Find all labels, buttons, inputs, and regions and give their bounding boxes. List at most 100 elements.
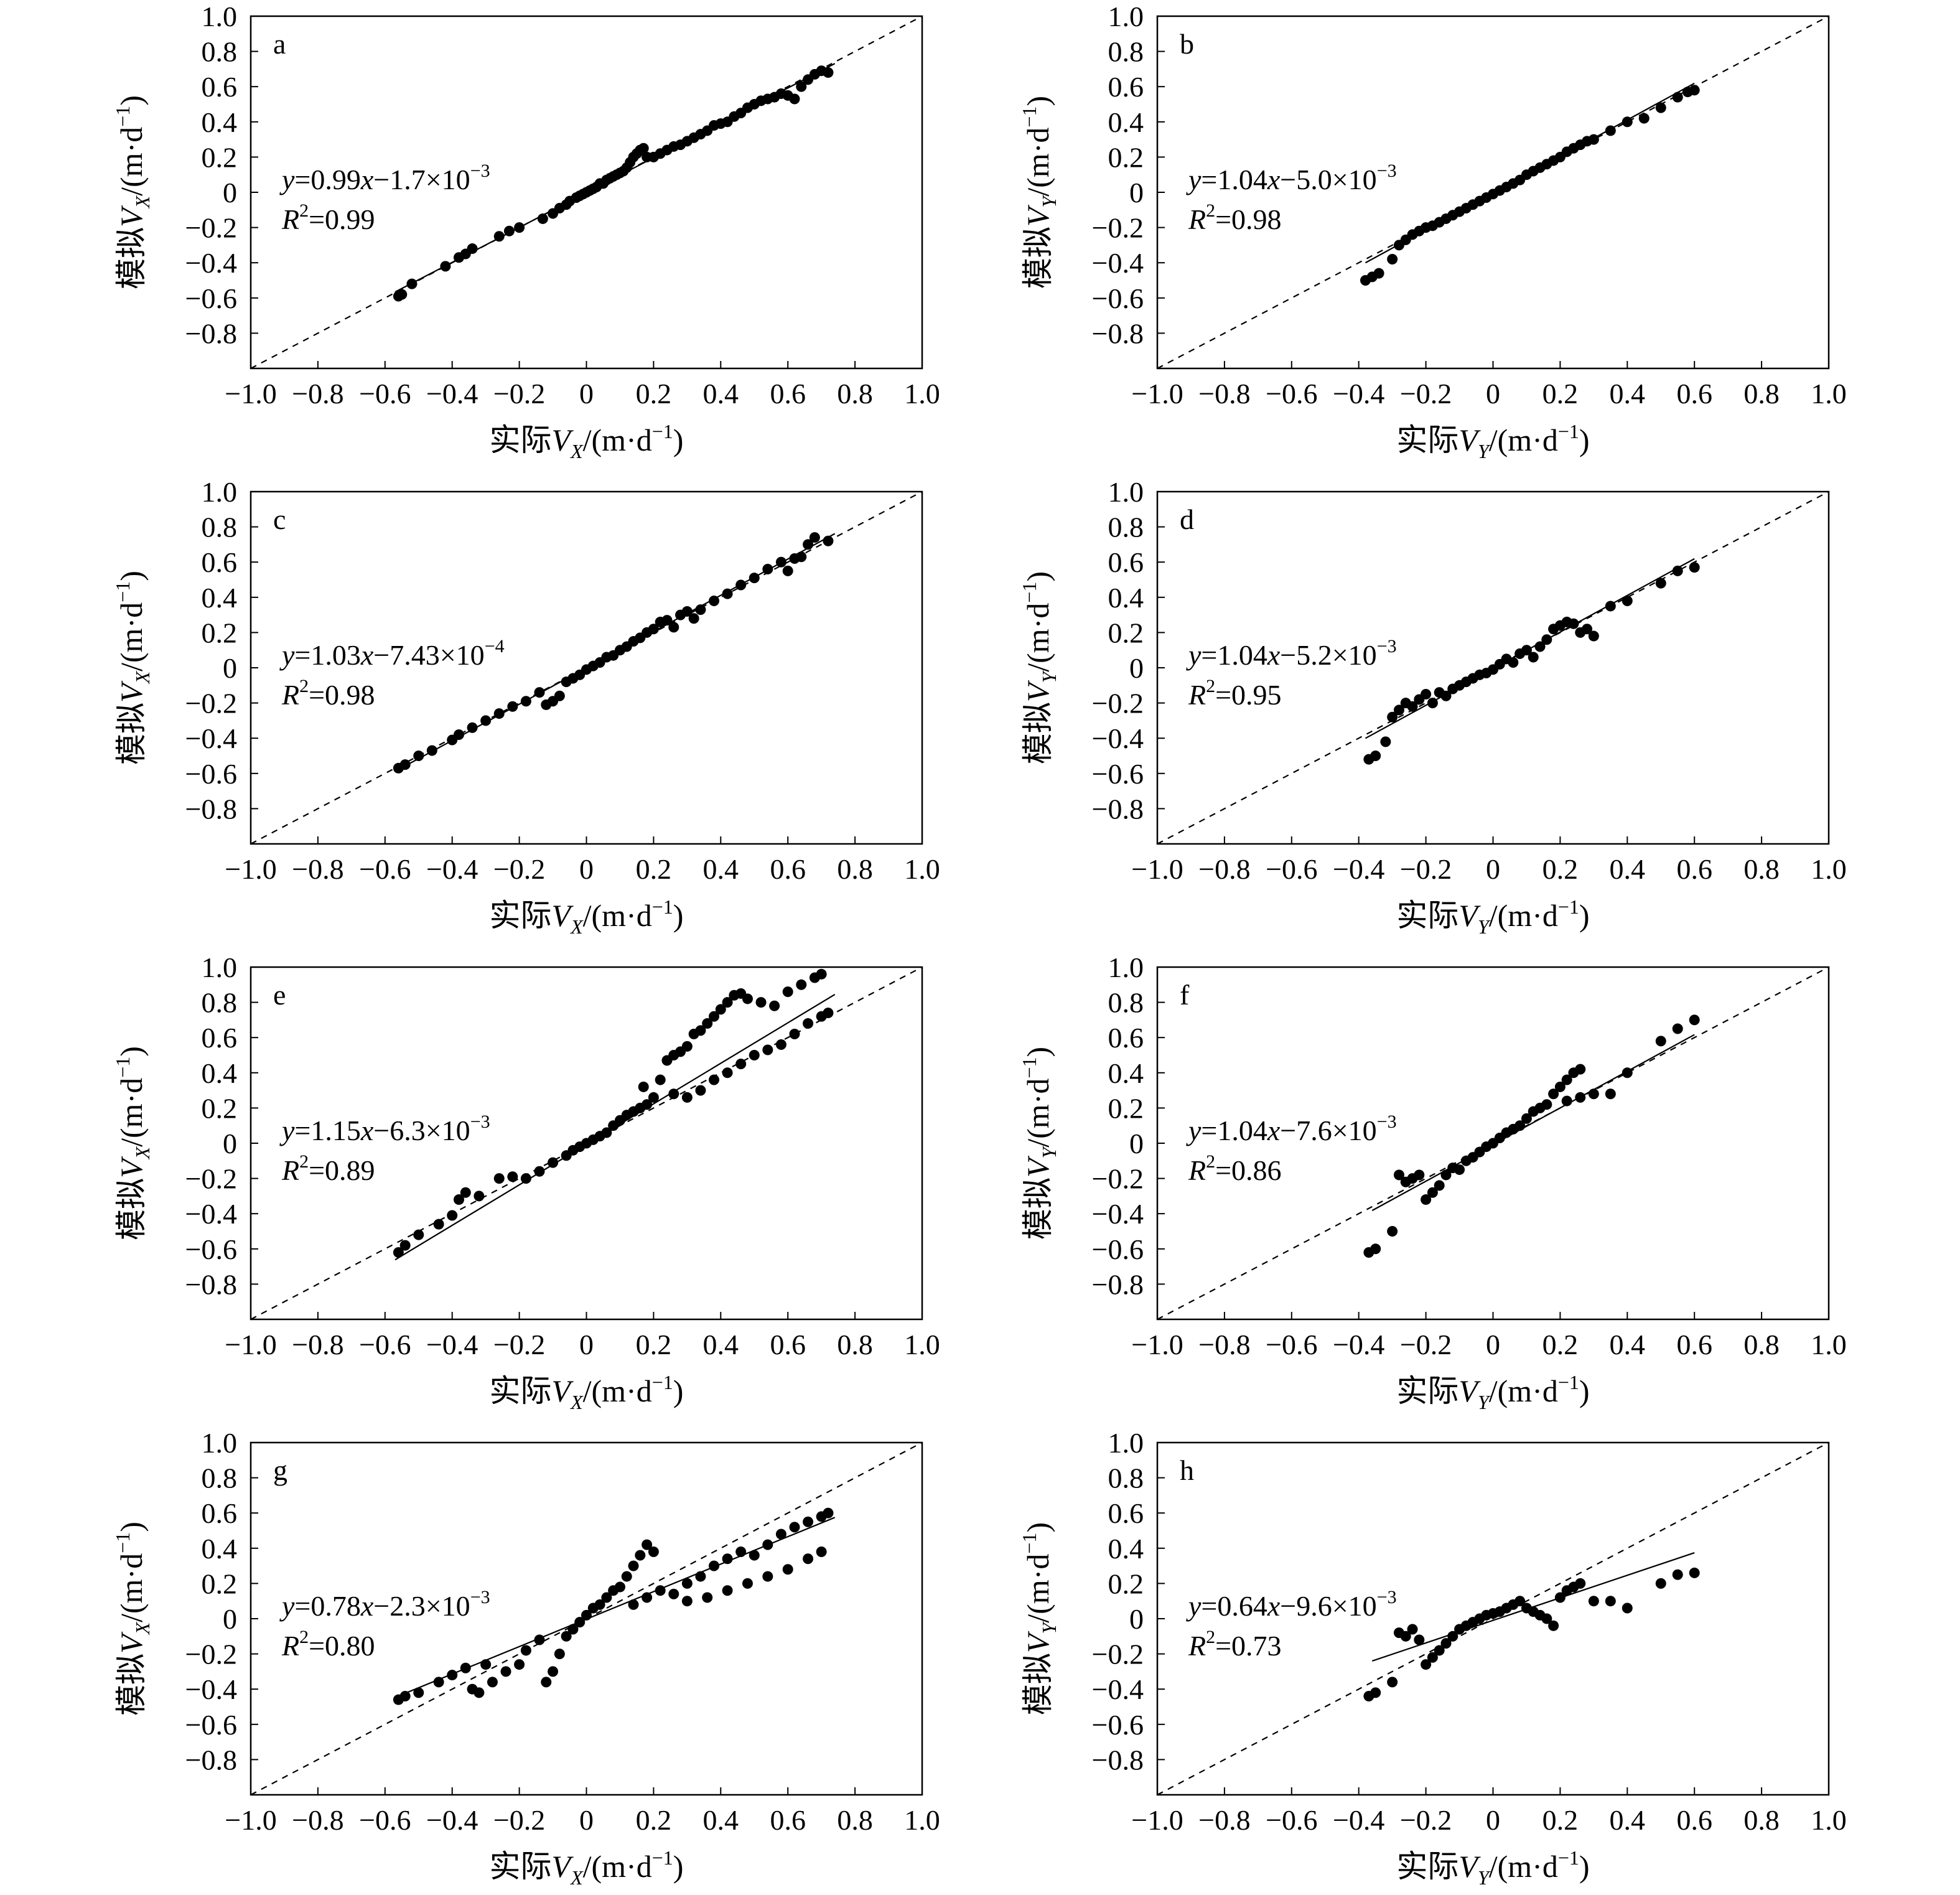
data-point: [1440, 690, 1452, 701]
equation-exponent: −3: [470, 1111, 490, 1132]
x-tick-label: 1.0: [1811, 1329, 1847, 1360]
data-point: [1387, 1226, 1398, 1237]
x-tick-label: 1.0: [904, 1329, 940, 1360]
data-point: [581, 1609, 592, 1621]
data-point: [507, 1171, 518, 1182]
y-label-sub: Y: [1038, 670, 1060, 683]
y-tick-label: 1.0: [202, 1, 238, 32]
equation-lhs: y: [279, 1115, 295, 1146]
y-label-var: V: [114, 1156, 149, 1178]
x-tick-label: −0.8: [1198, 853, 1250, 885]
data-point: [688, 613, 699, 624]
x-label-sub: Y: [1478, 1866, 1491, 1889]
fit-equation: y=1.04x−7.6×10−3: [1186, 1111, 1397, 1146]
data-point: [406, 278, 418, 289]
x-axis-label: 实际VY/(m·d−1): [1396, 1846, 1589, 1889]
y-tick-label: 0.4: [1108, 582, 1144, 614]
x-tick-label: 1.0: [904, 853, 940, 885]
x-tick-label: 0.4: [703, 378, 739, 409]
data-point: [520, 1645, 531, 1656]
y-tick-label: 1.0: [1108, 476, 1144, 508]
equation-slope: =1.15: [294, 1115, 360, 1146]
y-label-unit: /(m·d: [1020, 128, 1055, 197]
panel-f: −1.0 −0.8−0.8−0.6−0.6−0.4−0.4−0.2−0.2000.…: [1018, 952, 1847, 1413]
y-tick-label: 0.6: [1108, 1497, 1144, 1529]
data-point: [1421, 1659, 1432, 1670]
data-point: [1588, 630, 1599, 642]
data-point: [1575, 1578, 1586, 1589]
scatter-points: [393, 1507, 834, 1705]
data-point: [1554, 1592, 1566, 1603]
data-point: [554, 1649, 565, 1660]
y-label-var: V: [1020, 1155, 1055, 1177]
equation-var: x: [1267, 1590, 1281, 1622]
data-point: [762, 1571, 773, 1582]
y-tick-label: −0.2: [185, 212, 237, 244]
data-point: [722, 1585, 733, 1596]
x-tick-label: −0.2: [1400, 1804, 1452, 1836]
data-point: [635, 1550, 646, 1561]
x-tick-label: 0.4: [1610, 1329, 1646, 1360]
y-label-close: ): [1020, 1047, 1055, 1057]
data-point: [1400, 1631, 1411, 1642]
data-point: [722, 1553, 733, 1565]
data-point: [796, 551, 807, 563]
data-point: [561, 1631, 572, 1642]
data-point: [433, 1677, 444, 1688]
data-point: [803, 1018, 814, 1029]
x-tick-label: 1.0: [904, 1804, 940, 1836]
y-tick-label: −0.8: [185, 793, 237, 825]
data-point: [1689, 85, 1700, 96]
data-point: [642, 1592, 653, 1603]
x-tick-label: 0.4: [1610, 853, 1646, 885]
equation-lhs: y: [279, 1590, 295, 1622]
y-tick-label: 1.0: [202, 1427, 238, 1459]
data-point: [722, 997, 733, 1008]
y-tick-label: −0.4: [1092, 723, 1144, 754]
data-point: [1380, 736, 1391, 747]
scatter-points: [393, 968, 834, 1258]
r2-value: =0.89: [309, 1154, 375, 1186]
data-point: [782, 1564, 793, 1575]
data-point: [520, 696, 531, 707]
x-label-close: ): [673, 898, 684, 933]
y-label-unit: /(m·d: [1020, 1079, 1055, 1148]
data-point: [722, 1067, 733, 1079]
y-label-sub: Y: [1038, 195, 1060, 208]
data-point: [534, 1634, 545, 1645]
data-point: [1414, 1169, 1425, 1181]
x-tick-label: −0.4: [426, 1329, 478, 1360]
x-tick-label: 0: [579, 853, 594, 885]
data-point: [816, 1546, 827, 1557]
y-tick-label: 0.8: [1108, 36, 1144, 68]
data-point: [749, 573, 760, 584]
x-tick-label: −1.0: [1131, 378, 1183, 409]
data-point: [1373, 268, 1384, 279]
scatter-points: [393, 65, 834, 302]
r-squared: R2=0.95: [1188, 676, 1282, 711]
r2-sup: 2: [299, 676, 309, 696]
y-tick-label: −0.6: [185, 1233, 237, 1265]
panel-g: −1.0 −0.8−0.8−0.6−0.6−0.4−0.4−0.2−0.2000.…: [111, 1427, 940, 1889]
x-label-close: ): [673, 1373, 684, 1408]
equation-var: x: [360, 639, 374, 671]
equation-exponent: −3: [470, 1587, 490, 1607]
data-point: [1582, 624, 1593, 635]
y-label-close: ): [1020, 1522, 1055, 1533]
data-point: [1689, 562, 1700, 573]
y-label-unit: /(m·d: [1020, 1554, 1055, 1623]
data-point: [493, 1173, 505, 1184]
y-tick-label: 0.2: [1108, 1568, 1144, 1599]
data-point: [796, 81, 807, 92]
data-point: [1561, 1095, 1572, 1107]
x-label-prefix: 实际: [490, 898, 552, 933]
x-tick-label: 0.2: [636, 853, 672, 885]
data-point: [1672, 91, 1683, 103]
data-point: [467, 243, 478, 255]
equation-slope: =1.03: [294, 639, 360, 671]
y-label-sup: −1: [1018, 1057, 1040, 1079]
x-label-sub: Y: [1478, 915, 1491, 938]
data-point: [413, 1687, 424, 1698]
y-tick-label: −0.4: [1092, 247, 1144, 279]
equation-exponent: −4: [485, 636, 505, 657]
